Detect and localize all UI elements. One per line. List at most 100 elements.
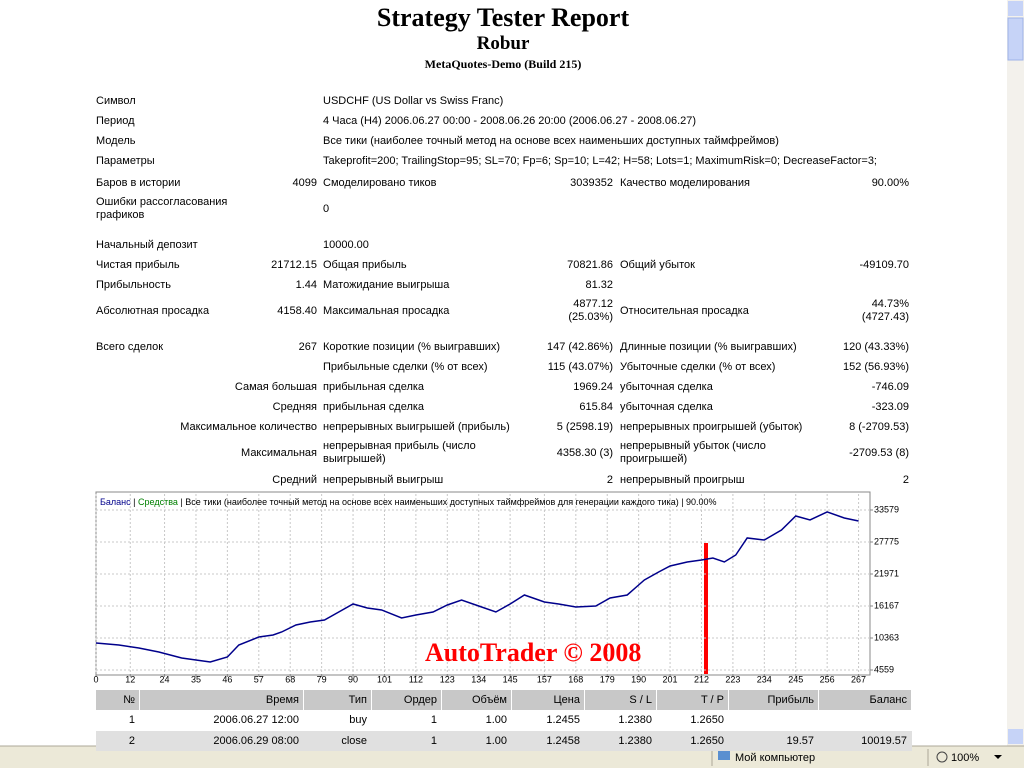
y-tick-label: 16167 bbox=[874, 600, 899, 610]
table-cell-text: 1 bbox=[431, 735, 437, 747]
computer-icon bbox=[718, 750, 730, 760]
stat-label: убыточная сделка bbox=[620, 380, 713, 393]
legend-entry: Средства bbox=[138, 497, 178, 507]
x-tick-label: 90 bbox=[348, 674, 358, 684]
header-cell bbox=[442, 690, 511, 710]
status-zoom: 100% bbox=[951, 752, 979, 764]
legend-separator: | bbox=[133, 497, 135, 507]
table-cell-text: 1.2380 bbox=[618, 735, 652, 747]
x-tick-label: 145 bbox=[503, 674, 518, 684]
table-cell bbox=[729, 731, 819, 751]
stat-label: Прибыльные сделки (% от всех) bbox=[323, 360, 488, 373]
table-cell-text: 2006.06.27 12:00 bbox=[213, 714, 299, 726]
stat-value: Takeprofit=200; TrailingStop=95; SL=70; … bbox=[323, 154, 877, 167]
stat-label: Всего сделок bbox=[96, 340, 164, 353]
scrollbar[interactable] bbox=[1007, 0, 1024, 746]
stat-value: 2 bbox=[902, 473, 909, 486]
stat-label: Общая прибыль bbox=[323, 258, 407, 271]
legend: Баланс | Средства | Все тики (наиболее т… bbox=[100, 497, 717, 507]
server-name: MetaQuotes-Demo (Build 215) bbox=[424, 56, 582, 71]
column-header: T / P bbox=[701, 694, 724, 706]
column-header: № bbox=[123, 694, 135, 706]
stat-value: 8 (-2709.53) bbox=[849, 420, 909, 433]
stat-label: непрерывная прибыль (число выигрышей) bbox=[323, 440, 476, 465]
stat-label: непрерывных проигрышей (убыток) bbox=[620, 420, 803, 433]
header-cell bbox=[729, 690, 818, 710]
table-cell bbox=[819, 710, 912, 730]
x-tick-label: 267 bbox=[851, 674, 866, 684]
table-cell bbox=[512, 710, 585, 730]
scroll-up[interactable] bbox=[1008, 1, 1023, 16]
stat-label: Длинные позиции (% выигравших) bbox=[620, 340, 797, 353]
stat-label: непрерывных выигрышей (прибыль) bbox=[323, 420, 510, 433]
table-cell bbox=[729, 710, 819, 730]
stat-value: 1.44 bbox=[295, 278, 317, 291]
stat-label: Качество моделирования bbox=[620, 176, 750, 189]
header-cell bbox=[657, 690, 728, 710]
stat-label: непрерывный убыток (число проигрышей) bbox=[620, 440, 766, 465]
table-cell bbox=[372, 710, 442, 730]
column-header: Ордер bbox=[404, 694, 437, 706]
stat-value: Все тики (наиболее точный метод на основ… bbox=[323, 134, 779, 147]
table-cell bbox=[96, 731, 140, 751]
stat-value: -746.09 bbox=[871, 380, 909, 393]
stat-value: 4358.30 (3) bbox=[556, 446, 613, 459]
column-header: Объём bbox=[472, 694, 507, 706]
report-title: Strategy Tester Report bbox=[376, 3, 630, 32]
stat-value: Самая большая bbox=[234, 380, 317, 393]
table-cell-text: 1.2650 bbox=[690, 735, 724, 747]
table-cell-text: 2006.06.29 08:00 bbox=[213, 735, 299, 747]
scroll-down[interactable] bbox=[1008, 729, 1023, 744]
y-tick-label: 4559 bbox=[874, 664, 894, 674]
stat-label: Чистая прибыль bbox=[96, 258, 180, 271]
stat-value: 10000.00 bbox=[323, 238, 369, 251]
stat-value: 147 (42.86%) bbox=[546, 340, 613, 353]
table-cell-text: 1 bbox=[129, 714, 135, 726]
header-cell bbox=[96, 690, 139, 710]
table-cell-text: buy bbox=[349, 714, 367, 726]
x-tick-label: 168 bbox=[568, 674, 583, 684]
stat-label: непрерывный проигрыш bbox=[620, 473, 745, 486]
table-cell bbox=[140, 731, 304, 751]
column-header: Тип bbox=[349, 694, 367, 706]
x-tick-label: 134 bbox=[471, 674, 486, 684]
x-tick-label: 79 bbox=[317, 674, 327, 684]
expert-name: Robur bbox=[476, 33, 530, 54]
x-tick-label: 112 bbox=[409, 674, 423, 684]
stat-value: 615.84 bbox=[579, 400, 613, 413]
stat-value: 44.73% (4727.43) bbox=[861, 298, 909, 323]
table-cell-text: 19.57 bbox=[786, 735, 814, 747]
stat-value: 4877.12 (25.03%) bbox=[568, 298, 613, 323]
stat-value: 4158.40 bbox=[277, 304, 317, 317]
zoom-icon[interactable] bbox=[936, 751, 948, 763]
x-tick-label: 201 bbox=[663, 674, 678, 684]
stat-label: Модель bbox=[96, 134, 136, 147]
header-cell bbox=[585, 690, 656, 710]
stat-label: Матожидание выигрыша bbox=[323, 278, 450, 291]
x-tick-label: 179 bbox=[600, 674, 615, 684]
x-tick-label: 223 bbox=[725, 674, 740, 684]
table-cell bbox=[657, 731, 729, 751]
y-tick-label: 33579 bbox=[874, 504, 899, 514]
header-cell bbox=[304, 690, 371, 710]
zoom-dropdown[interactable] bbox=[994, 755, 1002, 759]
y-tick-label: 27775 bbox=[874, 536, 899, 546]
x-tick-label: 234 bbox=[757, 674, 772, 684]
x-tick-label: 35 bbox=[191, 674, 201, 684]
table-cell bbox=[657, 710, 729, 730]
table-cell-text: 1.2650 bbox=[690, 714, 724, 726]
status-bar bbox=[0, 746, 1024, 768]
x-tick-label: 68 bbox=[285, 674, 295, 684]
stat-label: прибыльная сделка bbox=[323, 380, 425, 393]
stat-label: прибыльная сделка bbox=[323, 400, 425, 413]
x-tick-label: 46 bbox=[222, 674, 232, 684]
stat-label: Начальный депозит bbox=[96, 238, 198, 251]
table-cell-text: 1.2458 bbox=[546, 735, 580, 747]
table-cell-text: 1 bbox=[431, 714, 437, 726]
table-cell-text: 10019.57 bbox=[861, 735, 907, 747]
balance-line bbox=[95, 511, 859, 663]
scroll-thumb[interactable] bbox=[1007, 17, 1024, 61]
stat-value: 152 (56.93%) bbox=[842, 360, 909, 373]
column-header: Время bbox=[266, 694, 299, 706]
column-header: S / L bbox=[629, 694, 652, 706]
